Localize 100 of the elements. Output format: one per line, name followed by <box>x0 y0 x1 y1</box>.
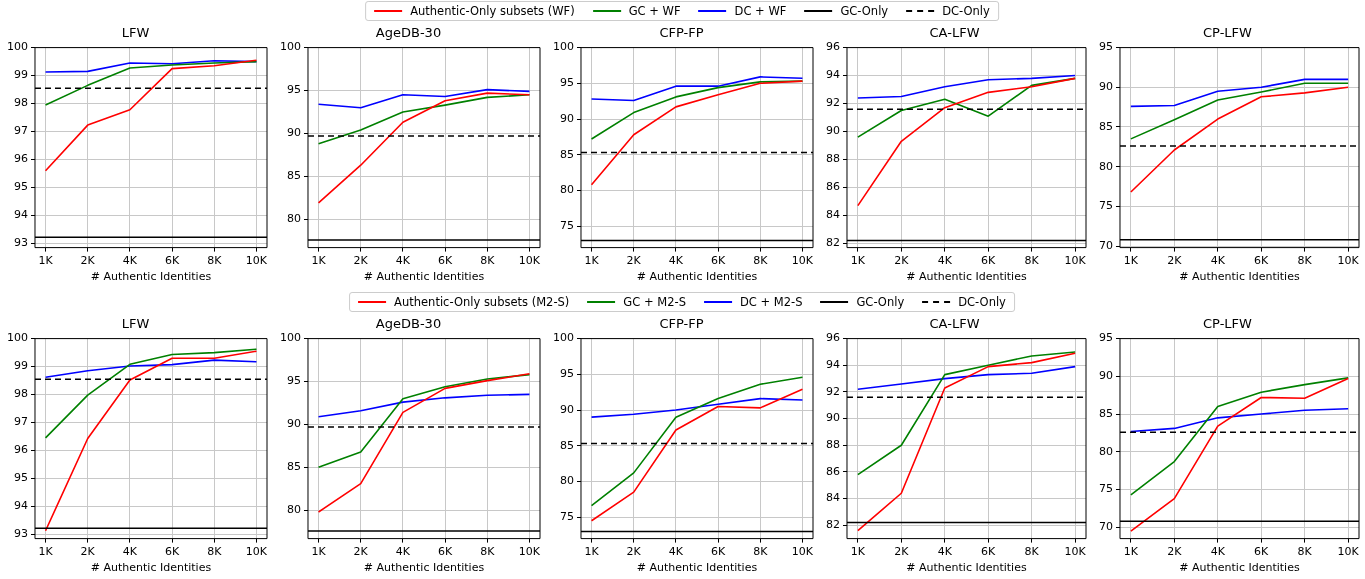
y-tick-label: 94 <box>826 358 840 372</box>
y-tick-label: 85 <box>560 438 574 452</box>
y-tick-label: 98 <box>14 387 28 401</box>
y-tick-label: 90 <box>1099 80 1113 94</box>
x-tick-label: 2K <box>894 545 910 559</box>
chart-title: CP-LFW <box>1203 316 1253 332</box>
x-tick-label: 2K <box>1167 545 1183 559</box>
chart-title: AgeDB-30 <box>375 25 442 41</box>
y-tick-label: 100 <box>553 331 574 345</box>
y-tick-label: 96 <box>14 152 28 166</box>
legend-label: DC + M2-S <box>739 295 803 309</box>
chart-title: CP-LFW <box>1203 25 1253 41</box>
legend-label: GC-Only <box>840 4 889 18</box>
x-tick-label: 1K <box>584 254 600 268</box>
y-tick-label: 75 <box>1099 199 1113 213</box>
x-tick-label: 2K <box>353 254 369 268</box>
y-tick-label: 92 <box>826 384 840 398</box>
x-axis-title: # Authentic Identities <box>363 561 485 575</box>
y-tick-label: 84 <box>826 491 840 505</box>
y-tick-label: 92 <box>826 96 840 110</box>
x-tick-label: 4K <box>122 254 138 268</box>
y-tick-label: 96 <box>826 40 840 54</box>
x-tick-label: 8K <box>1297 254 1313 268</box>
legend-label: DC-Only <box>942 4 990 18</box>
legend-label: DC-Only <box>958 295 1006 309</box>
x-tick-label: 8K <box>207 545 223 559</box>
y-tick-label: 70 <box>1099 238 1113 252</box>
y-tick-label: 90 <box>826 124 840 138</box>
y-tick-label: 86 <box>826 180 840 194</box>
x-tick-label: 1K <box>1123 545 1139 559</box>
x-tick-label: 8K <box>1024 545 1040 559</box>
chart-title: LFW <box>121 316 150 332</box>
y-tick-label: 94 <box>14 208 28 222</box>
y-tick-label: 93 <box>14 527 28 541</box>
chart-title: CA-LFW <box>929 25 980 41</box>
y-tick-label: 85 <box>287 169 301 183</box>
x-tick-label: 2K <box>626 254 642 268</box>
x-tick-label: 1K <box>38 545 54 559</box>
x-tick-label: 10K <box>245 545 268 559</box>
y-tick-label: 85 <box>287 460 301 474</box>
x-tick-label: 4K <box>1210 545 1226 559</box>
x-tick-label: 6K <box>1254 545 1270 559</box>
x-tick-label: 4K <box>937 254 953 268</box>
x-tick-label: 1K <box>1123 254 1139 268</box>
x-tick-label: 1K <box>850 545 866 559</box>
x-tick-label: 10K <box>1064 545 1087 559</box>
x-tick-label: 1K <box>311 545 327 559</box>
y-tick-label: 95 <box>14 180 28 194</box>
x-axis-title: # Authentic Identities <box>906 561 1027 575</box>
x-tick-label: 6K <box>981 545 997 559</box>
x-axis-title: # Authentic Identities <box>90 561 212 575</box>
x-tick-label: 2K <box>80 254 96 268</box>
x-tick-label: 10K <box>1337 545 1360 559</box>
y-tick-label: 100 <box>7 331 28 345</box>
x-tick-label: 2K <box>894 254 910 268</box>
y-tick-label: 95 <box>287 83 301 97</box>
x-tick-label: 1K <box>38 254 54 268</box>
x-tick-label: 2K <box>353 545 369 559</box>
x-tick-label: 10K <box>1064 254 1087 268</box>
x-tick-label: 10K <box>518 545 541 559</box>
y-tick-label: 100 <box>280 331 301 345</box>
x-tick-label: 8K <box>207 254 223 268</box>
x-tick-label: 1K <box>311 254 327 268</box>
x-tick-label: 6K <box>981 254 997 268</box>
y-tick-label: 82 <box>826 518 840 532</box>
chart-title: AgeDB-30 <box>375 316 442 332</box>
y-tick-label: 88 <box>826 438 840 452</box>
chart-title: LFW <box>121 25 150 41</box>
x-tick-label: 8K <box>753 254 769 268</box>
y-tick-label: 80 <box>560 183 574 197</box>
y-tick-label: 95 <box>560 367 574 381</box>
y-tick-label: 95 <box>1099 331 1113 345</box>
x-tick-label: 4K <box>395 545 411 559</box>
x-tick-label: 6K <box>710 254 726 268</box>
y-tick-label: 100 <box>280 40 301 54</box>
x-tick-label: 4K <box>937 545 953 559</box>
x-tick-label: 2K <box>1167 254 1183 268</box>
y-tick-label: 96 <box>826 331 840 345</box>
y-tick-label: 93 <box>14 236 28 250</box>
x-tick-label: 8K <box>753 545 769 559</box>
legend-label: GC-Only <box>856 295 905 309</box>
x-tick-label: 10K <box>791 545 814 559</box>
y-tick-label: 95 <box>1099 40 1113 54</box>
y-tick-label: 99 <box>14 359 28 373</box>
x-tick-label: 10K <box>245 254 268 268</box>
y-tick-label: 90 <box>1099 369 1113 383</box>
x-axis-title: # Authentic Identities <box>90 270 212 284</box>
y-tick-label: 75 <box>1099 482 1113 496</box>
y-tick-label: 75 <box>560 510 574 524</box>
y-tick-label: 95 <box>560 76 574 90</box>
x-tick-label: 4K <box>668 254 684 268</box>
x-axis-title: # Authentic Identities <box>636 561 758 575</box>
y-tick-label: 70 <box>1099 520 1113 534</box>
x-tick-label: 10K <box>518 254 541 268</box>
y-tick-label: 100 <box>7 40 28 54</box>
y-tick-label: 94 <box>826 68 840 82</box>
y-tick-label: 80 <box>560 474 574 488</box>
x-tick-label: 8K <box>1024 254 1040 268</box>
x-tick-label: 6K <box>710 545 726 559</box>
x-tick-label: 4K <box>122 545 138 559</box>
